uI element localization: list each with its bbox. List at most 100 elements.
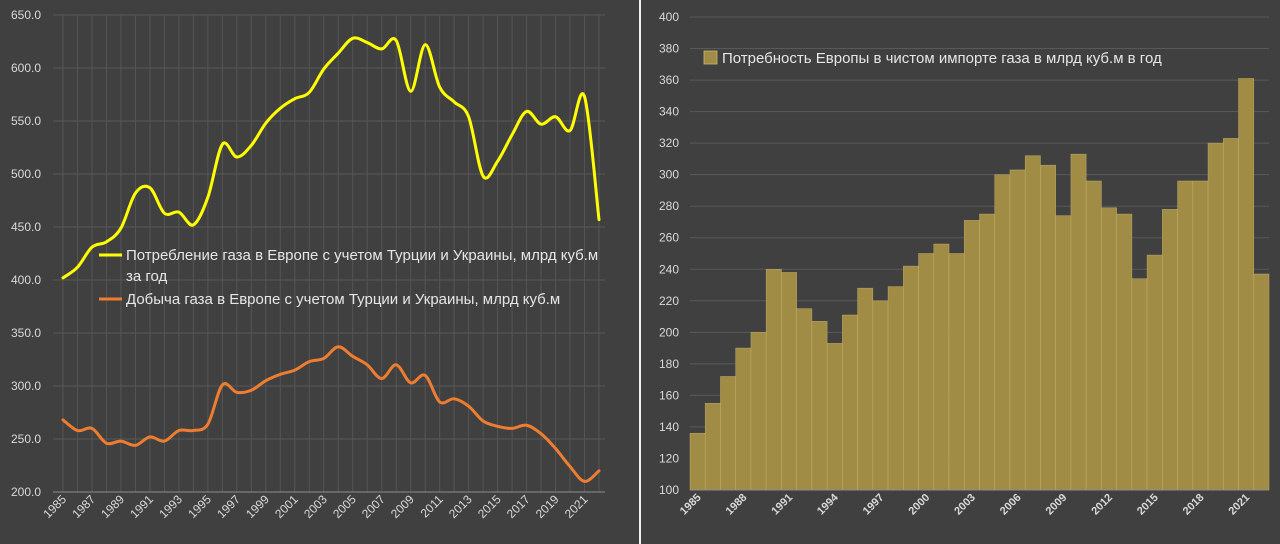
x-tick-label: 2013 (446, 492, 475, 521)
production-series-line (61, 345, 601, 483)
bar-1996 (857, 287, 874, 491)
x-tick-label: 2015 (1135, 492, 1161, 518)
x-tick-label: 2003 (952, 492, 978, 518)
x-tick-label: 2015 (475, 492, 504, 521)
x-tick-label: 1997 (214, 492, 243, 521)
y-tick-label: 380 (659, 42, 679, 56)
bar-1992 (796, 308, 813, 491)
x-tick-label: 2000 (906, 492, 932, 518)
bar-2019 (1207, 142, 1224, 491)
bar-2010 (1070, 153, 1087, 491)
bar-2017 (1177, 180, 1194, 491)
x-tick-label: 2001 (272, 492, 301, 521)
bar-2006 (1009, 169, 1026, 491)
bar-2000 (918, 253, 935, 491)
bar-1990 (765, 268, 782, 491)
consumption-production-chart-panel: 200.0 250.0 300.0 350.0 400.0 450.0 500.0 550.0… (0, 0, 639, 544)
bar-2009 (1055, 215, 1072, 491)
x-tick-label: 2007 (359, 492, 388, 521)
x-tick-label: 2017 (504, 492, 533, 521)
panel-divider (639, 0, 641, 544)
y-tick-label: 650.0 (11, 8, 41, 22)
bar-2005 (994, 174, 1011, 491)
bar-2002 (948, 253, 965, 491)
bar-1995 (842, 314, 858, 491)
x-tick-label: 2018 (1181, 492, 1207, 518)
y-tick-label: 220 (659, 294, 679, 308)
x-tick-label: 1999 (243, 492, 272, 521)
y-tick-label: 100 (659, 483, 679, 497)
x-tick-label: 1985 (40, 492, 69, 521)
bar-1994 (826, 343, 843, 491)
x-tick-label: 1991 (769, 492, 795, 518)
x-tick-label: 2011 (418, 492, 446, 520)
x-tick-label: 1989 (98, 492, 127, 521)
bar-chart: 100 120 140 160 180 200 220 240 260 280 300 320 340 3… (659, 10, 1270, 518)
y-tick-label: 360 (659, 73, 679, 87)
bar-2013 (1116, 213, 1133, 491)
y-tick-label: 400.0 (11, 273, 41, 287)
bar-2022 (1253, 273, 1270, 491)
bar-2021 (1238, 78, 1255, 491)
bar-2003 (963, 220, 980, 491)
bar-2016 (1162, 209, 1178, 491)
bar-2011 (1085, 180, 1102, 491)
x-tick-label: 2005 (330, 492, 359, 521)
y-tick-label: 450.0 (11, 220, 41, 234)
bar-2004 (979, 213, 996, 491)
bar-1991 (781, 272, 797, 491)
bar-2012 (1101, 207, 1117, 491)
bar-1987 (720, 376, 737, 491)
x-tick-label: 1987 (69, 492, 98, 521)
y-tick-label: 320 (659, 136, 679, 150)
y-tick-label: 400 (659, 10, 679, 24)
import-need-chart-panel: 100 120 140 160 180 200 220 240 260 280 300 320 340 3… (641, 0, 1280, 544)
y-tick-label: 180 (659, 357, 679, 371)
y-tick-label: 260 (659, 231, 679, 245)
x-tick-label: 1995 (185, 492, 214, 521)
legend-label: Потребность Европы в чистом импорте газа… (722, 50, 1162, 67)
x-tick-label: 2021 (1226, 492, 1252, 518)
y-tick-label: 300.0 (11, 379, 41, 393)
x-tick-label: 1993 (156, 492, 185, 521)
bar-1986 (704, 402, 721, 491)
legend-label: за год (126, 268, 168, 285)
y-tick-label: 240 (659, 262, 679, 276)
x-tick-label: 1997 (861, 492, 887, 518)
consumption-series-line (61, 36, 601, 280)
y-tick-label: 140 (659, 420, 679, 434)
bar-2018 (1192, 180, 1209, 491)
y-tick-label: 550.0 (11, 114, 41, 128)
x-tick-label: 1985 (678, 492, 704, 518)
y-tick-label: 600.0 (11, 61, 41, 75)
line-chart: 200.0 250.0 300.0 350.0 400.0 450.0 500.0 550.0… (11, 8, 605, 521)
x-tick-label: 2019 (533, 492, 562, 521)
bar-1993 (811, 320, 828, 491)
bar-2014 (1131, 278, 1148, 491)
y-tick-label: 200 (659, 325, 679, 339)
y-tick-label: 280 (659, 199, 679, 213)
y-tick-label: 350.0 (11, 326, 41, 340)
legend-label: Потребление газа в Европе с учетом Турци… (126, 247, 598, 264)
x-tick-label: 2021 (562, 492, 591, 521)
legend-label: Добыча газа в Европе с учетом Турции и У… (126, 291, 560, 308)
x-tick-label: 1991 (127, 492, 156, 521)
bar-2015 (1146, 254, 1163, 491)
bar-1985 (689, 432, 706, 491)
y-tick-label: 120 (659, 451, 679, 465)
bar-1997 (872, 300, 889, 491)
bar-2001 (933, 243, 950, 491)
x-tick-label: 2012 (1089, 492, 1115, 518)
x-tick-label: 1994 (815, 491, 841, 517)
bar-1989 (750, 332, 767, 491)
bar-1998 (887, 286, 904, 491)
bar-1999 (903, 265, 919, 491)
legend-swatch (703, 50, 718, 65)
x-tick-label: 2009 (388, 492, 417, 521)
x-tick-label: 2009 (1044, 492, 1070, 518)
y-tick-label: 160 (659, 388, 679, 402)
x-tick-label: 2003 (301, 492, 330, 521)
x-tick-label: 1988 (724, 492, 750, 518)
x-tick-label: 2006 (998, 492, 1024, 518)
bar-1988 (735, 347, 752, 491)
